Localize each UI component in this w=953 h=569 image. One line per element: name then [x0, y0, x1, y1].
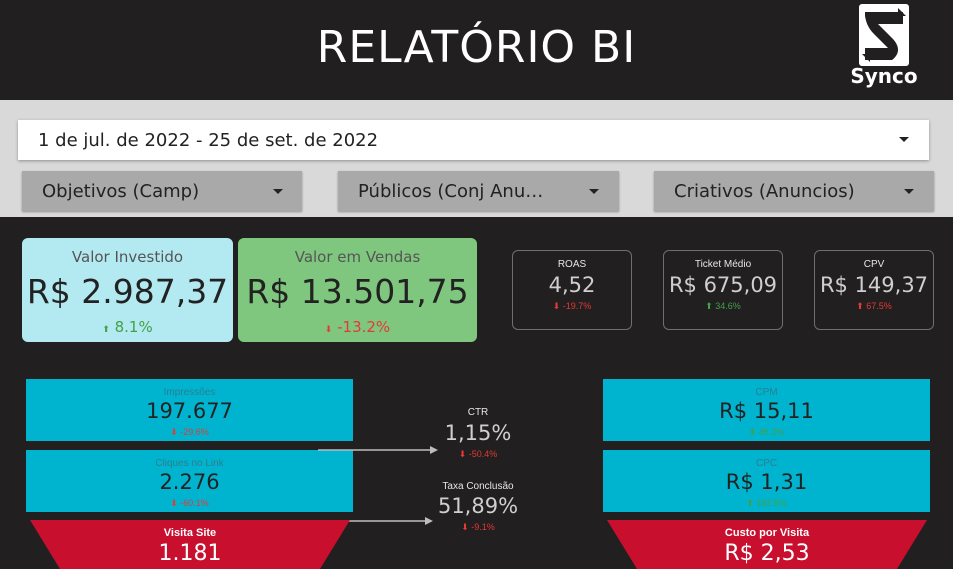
kpi-delta: ⬇ -13.2% [324, 318, 391, 336]
report-header: RELATÓRIO BI Synco [0, 0, 953, 100]
chevron-down-icon [904, 189, 914, 194]
kpi-value: 4,52 [548, 273, 596, 297]
tile-label: CPC [755, 458, 778, 469]
arrow-down-icon: ⬇ [461, 522, 469, 532]
tile-delta: ⬆ 45.2% [748, 427, 785, 437]
taxa-conclusao-label: Taxa Conclusão [442, 481, 514, 492]
tile-delta: ⬇ -29.6% [170, 427, 209, 437]
funnel-custo-visita-shape [607, 520, 927, 569]
publicos-dropdown[interactable]: Públicos (Conj Anu… [338, 171, 619, 211]
funnel-cliques-link: Cliques no Link 2.276 ⬇ -60.1% [26, 450, 353, 512]
kpi-delta: ⬇ -19.7% [552, 301, 592, 311]
tile-label: Impressões [163, 387, 216, 398]
funnel-cpm: CPM R$ 15,11 ⬆ 45.2% [603, 379, 930, 441]
tile-value: 2.276 [159, 470, 220, 494]
date-range-picker[interactable]: 1 de jul. de 2022 - 25 de set. de 2022 [18, 120, 929, 160]
arrow-up-icon: ⬆ [705, 301, 713, 311]
logo-text: Synco [850, 64, 918, 88]
kpi-label: Valor em Vendas [294, 248, 421, 266]
funnel-cpc: CPC R$ 1,31 ⬆ 192.5% [603, 450, 930, 512]
kpi-value: R$ 675,09 [668, 273, 778, 297]
tile-delta: ⬇ -60.1% [170, 498, 209, 508]
arrow-ctr-head [430, 446, 438, 454]
arrow-up-icon: ⬆ [856, 301, 864, 311]
objetivos-dropdown[interactable]: Objetivos (Camp) [22, 171, 302, 211]
kpi-valor-vendas: Valor em Vendas R$ 13.501,75 ⬇ -13.2% [238, 238, 477, 342]
kpi-value: R$ 149,37 [819, 273, 929, 297]
kpi-ticket-medio: Ticket Médio R$ 675,09 ⬆ 34.6% [663, 250, 783, 330]
custo-visita-label: Custo por Visita [724, 527, 810, 539]
kpi-value: R$ 13.501,75 [246, 272, 469, 311]
kpi-valor-investido: Valor Investido R$ 2.987,37 ⬆ 8.1% [22, 238, 233, 342]
visita-site-label: Visita Site [163, 527, 217, 539]
arrow-up-icon: ⬆ [746, 498, 754, 508]
date-range-value: 1 de jul. de 2022 - 25 de set. de 2022 [38, 130, 379, 151]
tile-label: Cliques no Link [155, 458, 224, 469]
ctr-value: 1,15% [444, 421, 512, 445]
funnel-visita-site-shape [30, 520, 350, 569]
publicos-dropdown-label: Públicos (Conj Anu… [358, 181, 544, 202]
kpi-label: CPV [863, 259, 885, 270]
visita-site-value: 1.181 [158, 541, 222, 566]
arrow-down-icon: ⬇ [324, 325, 333, 335]
kpi-delta: ⬆ 8.1% [102, 318, 153, 336]
kpi-value: R$ 2.987,37 [26, 272, 229, 311]
chevron-down-icon [273, 189, 283, 194]
arrow-down-icon: ⬇ [458, 449, 467, 459]
custo-visita-value: R$ 2,53 [724, 541, 810, 566]
taxa-conclusao-delta: ⬇ -9.1% [461, 522, 495, 532]
chevron-down-icon [589, 189, 599, 194]
criativos-dropdown-label: Criativos (Anuncios) [674, 181, 855, 202]
tile-label: CPM [755, 387, 778, 398]
tile-value: R$ 15,11 [719, 399, 814, 423]
ctr-label: CTR [467, 407, 489, 418]
kpi-delta: ⬆ 67.5% [856, 301, 892, 311]
arrow-up-icon: ⬆ [102, 325, 110, 335]
ctr-delta: ⬇ -50.4% [458, 449, 498, 459]
criativos-dropdown[interactable]: Criativos (Anuncios) [654, 171, 934, 211]
funnel-impressoes: Impressões 197.677 ⬇ -29.6% [26, 379, 353, 441]
arrow-down-icon: ⬇ [170, 498, 178, 508]
tile-delta: ⬆ 192.5% [746, 498, 787, 508]
taxa-conclusao-value: 51,89% [437, 494, 519, 518]
arrow-down-icon: ⬇ [552, 301, 561, 311]
kpi-label: Valor Investido [71, 248, 184, 266]
tile-value: 197.677 [146, 399, 233, 423]
kpi-cpv: CPV R$ 149,37 ⬆ 67.5% [814, 250, 934, 330]
tile-value: R$ 1,31 [725, 470, 808, 494]
arrow-up-icon: ⬆ [748, 427, 757, 437]
objetivos-dropdown-label: Objetivos (Camp) [42, 181, 200, 202]
arrow-taxa-head [425, 517, 433, 525]
page-title: RELATÓRIO BI [316, 22, 637, 73]
arrow-down-icon: ⬇ [170, 427, 178, 437]
kpi-label: Ticket Médio [694, 259, 752, 270]
synco-logo-icon [859, 4, 909, 66]
kpi-label: ROAS [557, 259, 587, 270]
kpi-roas: ROAS 4,52 ⬇ -19.7% [512, 250, 632, 330]
chevron-down-icon [899, 137, 909, 142]
kpi-delta: ⬆ 34.6% [705, 301, 741, 311]
